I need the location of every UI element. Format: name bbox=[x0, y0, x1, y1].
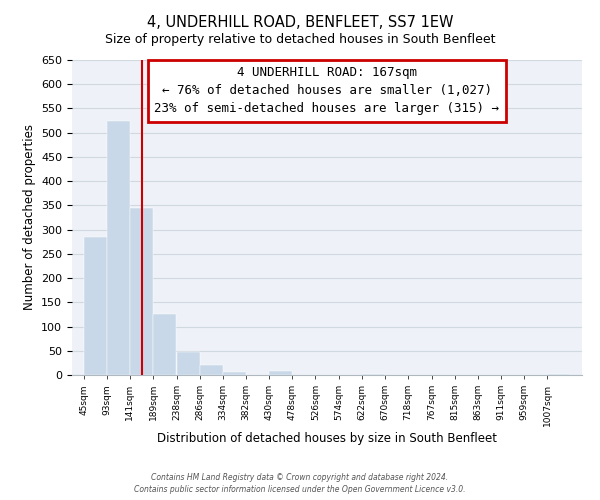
Bar bbox=[153, 314, 176, 375]
Bar bbox=[362, 374, 385, 375]
Bar bbox=[83, 237, 107, 375]
Bar bbox=[547, 374, 571, 375]
Bar bbox=[130, 208, 153, 375]
Text: 4, UNDERHILL ROAD, BENFLEET, SS7 1EW: 4, UNDERHILL ROAD, BENFLEET, SS7 1EW bbox=[147, 15, 453, 30]
Bar bbox=[269, 371, 292, 375]
Text: Size of property relative to detached houses in South Benfleet: Size of property relative to detached ho… bbox=[105, 32, 495, 46]
Bar bbox=[177, 352, 200, 375]
Y-axis label: Number of detached properties: Number of detached properties bbox=[23, 124, 35, 310]
Text: 4 UNDERHILL ROAD: 167sqm
← 76% of detached houses are smaller (1,027)
23% of sem: 4 UNDERHILL ROAD: 167sqm ← 76% of detach… bbox=[155, 66, 499, 116]
Bar bbox=[200, 366, 223, 375]
Bar bbox=[107, 120, 130, 375]
Text: Contains HM Land Registry data © Crown copyright and database right 2024.
Contai: Contains HM Land Registry data © Crown c… bbox=[134, 473, 466, 494]
X-axis label: Distribution of detached houses by size in South Benfleet: Distribution of detached houses by size … bbox=[157, 432, 497, 444]
Bar bbox=[223, 372, 246, 375]
